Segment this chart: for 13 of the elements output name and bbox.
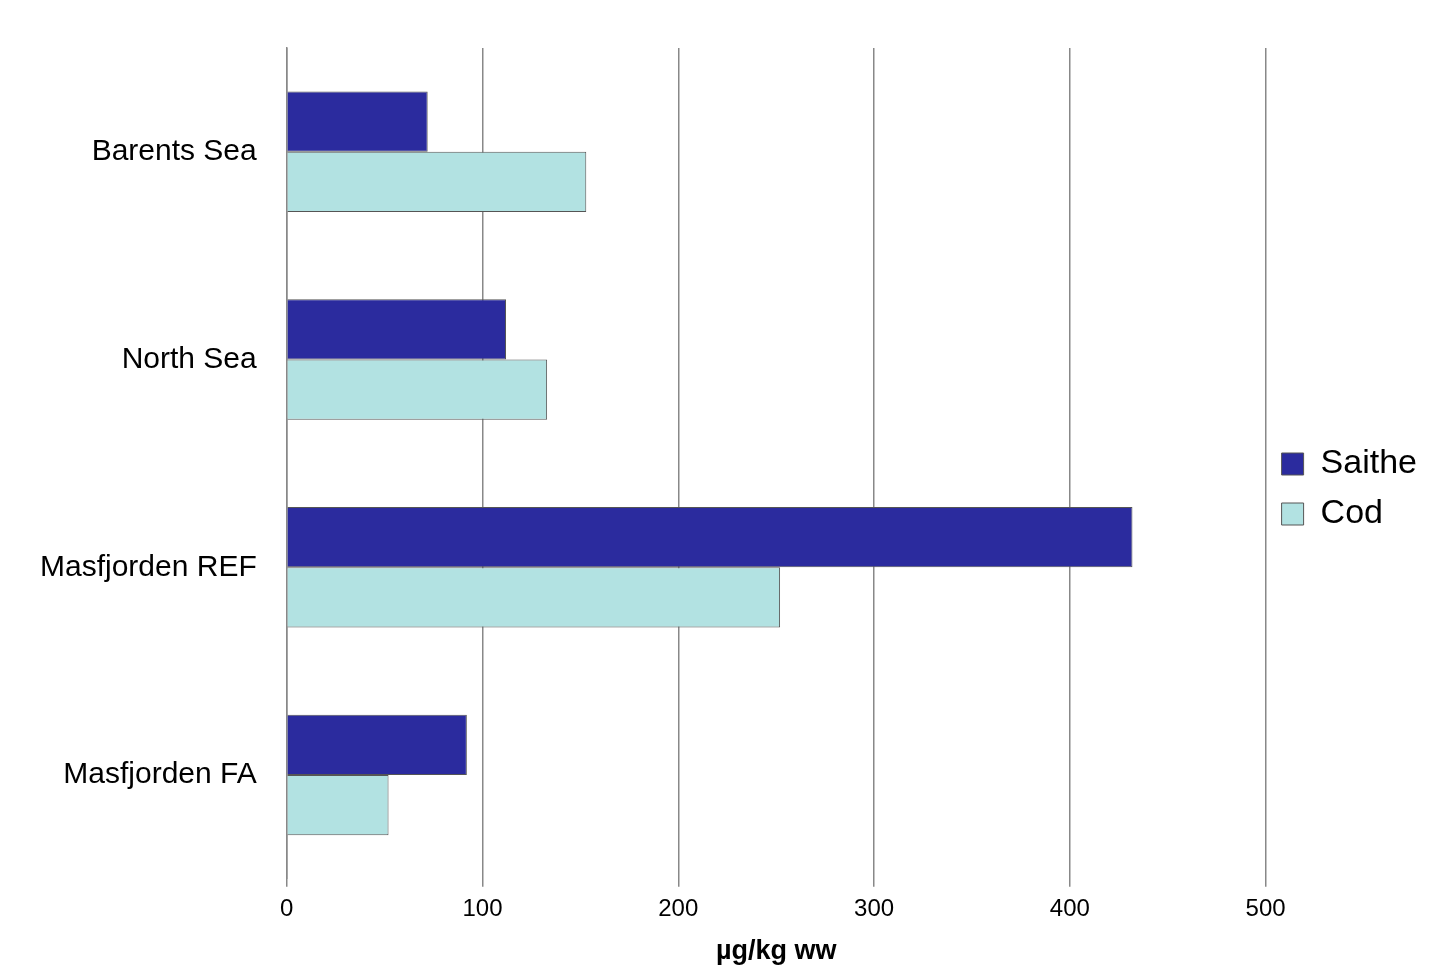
y-tick-label: Masfjorden FA [63,756,257,790]
x-tick-label: 300 [854,893,895,921]
x-tick-label: 200 [658,893,699,921]
y-tick-label: Barents Sea [91,133,258,167]
x-tick-label: 100 [462,893,503,921]
x-axis-title: µg/kg ww [715,935,838,966]
x-tick-label: 500 [1245,893,1286,921]
x-tick-label: 0 [280,893,294,921]
legend-label: Cod [1320,492,1383,531]
legend-label: Saithe [1320,442,1417,481]
x-tick-label: 400 [1049,893,1090,921]
y-tick-label: North Sea [121,340,258,374]
y-tick-label: Masfjorden REF [39,548,257,582]
